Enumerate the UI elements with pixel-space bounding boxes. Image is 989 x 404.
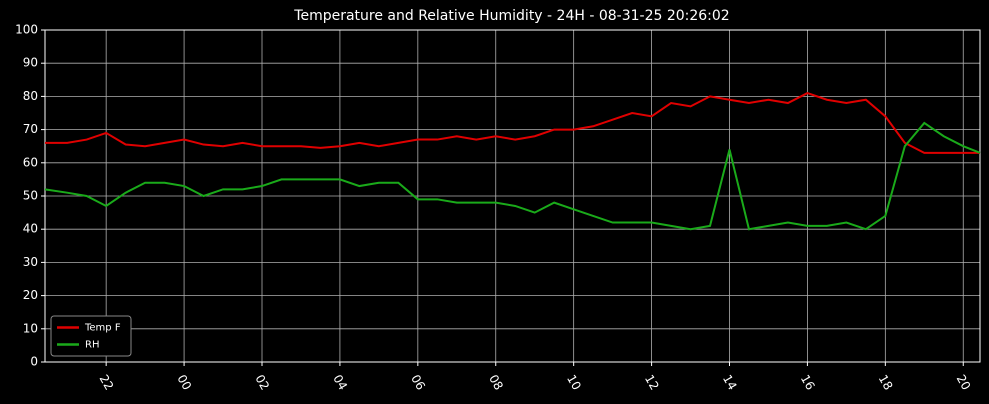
chart-title: Temperature and Relative Humidity - 24H … — [293, 8, 729, 24]
y-tick-label: 90 — [23, 56, 38, 70]
x-tick-label: 12 — [642, 372, 662, 392]
x-tick-label: 00 — [174, 372, 194, 392]
y-tick-label: 60 — [23, 155, 38, 169]
plot-frame — [44, 29, 981, 363]
y-tick-label: 0 — [30, 355, 38, 369]
x-tick-label: 18 — [876, 372, 896, 392]
y-tick-label: 30 — [23, 255, 38, 269]
x-tick-label: 02 — [252, 372, 272, 392]
data-line — [45, 91, 980, 154]
x-tick-label: 14 — [720, 372, 740, 392]
x-tick-label: 10 — [564, 372, 584, 392]
x-tick-label: 04 — [330, 372, 350, 392]
x-tick-label: 16 — [798, 372, 818, 392]
y-tick-label: 50 — [23, 189, 38, 203]
y-tick-label: 40 — [23, 222, 38, 236]
x-tick-label: 22 — [97, 372, 117, 392]
y-tick-label: 10 — [23, 321, 38, 335]
x-tick-label: 06 — [408, 372, 428, 392]
y-tick-label: 70 — [23, 122, 38, 136]
x-tick-label: 20 — [954, 372, 974, 392]
y-tick-label: 20 — [23, 288, 38, 302]
legend-box — [50, 315, 132, 357]
x-tick-label: 08 — [486, 372, 506, 392]
data-line — [44, 121, 981, 231]
y-tick-label: 100 — [15, 23, 38, 37]
legend-label: RH — [85, 340, 99, 351]
legend-label: Temp F — [84, 323, 121, 334]
y-tick-label: 80 — [23, 89, 38, 103]
